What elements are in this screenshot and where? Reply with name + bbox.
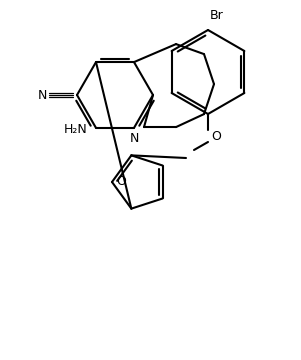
- Text: N: N: [38, 89, 47, 102]
- Text: N: N: [129, 132, 139, 145]
- Text: O: O: [116, 175, 126, 188]
- Text: Br: Br: [210, 9, 224, 22]
- Text: H₂N: H₂N: [64, 123, 88, 136]
- Text: O: O: [211, 130, 221, 143]
